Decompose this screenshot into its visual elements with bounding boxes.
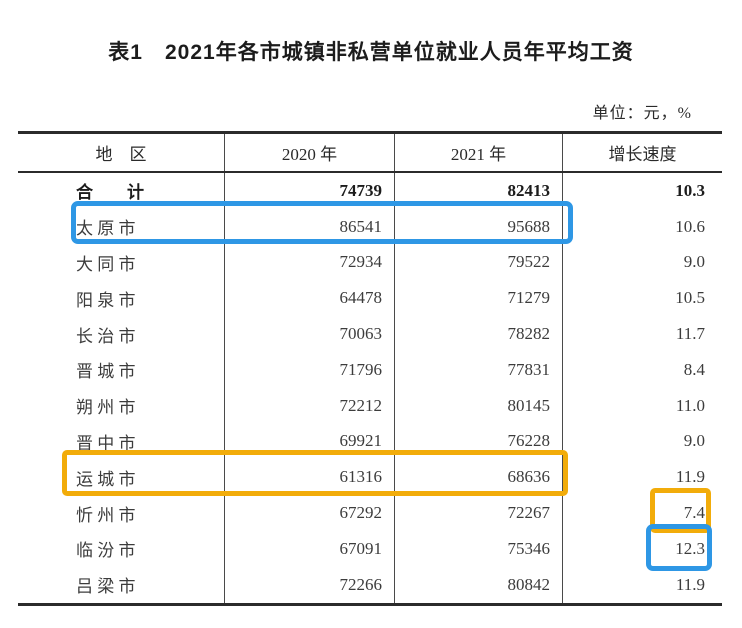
header-region: 地 区 xyxy=(18,134,225,171)
region-cell: 吕 梁 市 xyxy=(18,566,225,603)
wage-table: 地 区 2020 年 2021 年 增长速度 合 计 74739 82413 1… xyxy=(18,131,722,606)
region-cell: 运 城 市 xyxy=(18,459,225,496)
table-row-yangquan: 阳 泉 市 64478 71279 10.5 xyxy=(18,280,722,317)
value-2020-cell: 72934 xyxy=(225,244,395,281)
growth-cell: 11.7 xyxy=(675,324,705,344)
value-2021-cell: 68636 xyxy=(395,459,563,496)
value-2020-cell: 61316 xyxy=(225,459,395,496)
growth-cell: 12.3 xyxy=(675,538,705,558)
unit-note: 单位：元，% xyxy=(592,105,692,122)
header-2021: 2021 年 xyxy=(395,134,563,171)
table-row-taiyuan: 太 原 市 86541 95688 10.6 xyxy=(18,208,722,245)
value-2020-cell: 72212 xyxy=(225,387,395,424)
growth-cell: 10.3 xyxy=(675,180,705,200)
region-cell: 阳 泉 市 xyxy=(18,280,225,317)
value-2021-cell: 78282 xyxy=(395,316,563,352)
value-2020-cell: 69921 xyxy=(225,423,395,460)
value-2020-cell: 86541 xyxy=(225,208,395,245)
growth-cell: 11.9 xyxy=(675,574,705,594)
table-row-datong: 大 同 市 72934 79522 9.0 xyxy=(18,244,722,281)
value-2021-cell: 79522 xyxy=(395,244,563,281)
table-title: 表1 2021年各市城镇非私营单位就业人员年平均工资 xyxy=(108,41,634,64)
header-2020: 2020 年 xyxy=(225,134,395,171)
value-2021-cell: 80145 xyxy=(395,387,563,424)
table-row-jincheng: 晋 城 市 71796 77831 8.4 xyxy=(18,351,722,388)
region-cell: 朔 州 市 xyxy=(18,387,225,424)
value-2020-cell: 67091 xyxy=(225,530,395,567)
table-row-linfen: 临 汾 市 67091 75346 12.3 xyxy=(18,530,722,567)
growth-cell: 11.0 xyxy=(675,395,705,415)
region-cell: 忻 州 市 xyxy=(18,495,225,531)
header-growth: 增长速度 xyxy=(608,145,677,164)
value-2021-cell: 71279 xyxy=(395,280,563,317)
value-2021-cell: 77831 xyxy=(395,351,563,388)
value-2021-cell: 80842 xyxy=(395,566,563,603)
table-row-xinzhou: 忻 州 市 67292 72267 7.4 xyxy=(18,495,722,531)
table-row-jinzhong: 晋 中 市 69921 76228 9.0 xyxy=(18,423,722,460)
region-cell: 临 汾 市 xyxy=(18,530,225,567)
growth-cell: 11.9 xyxy=(675,467,705,487)
value-2020-cell: 71796 xyxy=(225,351,395,388)
table-row-changzhi: 长 治 市 70063 78282 11.7 xyxy=(18,316,722,352)
value-2020-cell: 74739 xyxy=(225,173,395,209)
value-2021-cell: 95688 xyxy=(395,208,563,245)
growth-cell: 10.5 xyxy=(675,288,705,308)
value-2021-cell: 75346 xyxy=(395,530,563,567)
table-row-lvliang: 吕 梁 市 72266 80842 11.9 xyxy=(18,566,722,603)
growth-cell: 10.6 xyxy=(675,216,705,236)
value-2020-cell: 64478 xyxy=(225,280,395,317)
value-2020-cell: 72266 xyxy=(225,566,395,603)
table-row-total: 合 计 74739 82413 10.3 xyxy=(18,173,722,209)
table-row-yuncheng: 运 城 市 61316 68636 11.9 xyxy=(18,459,722,496)
value-2021-cell: 72267 xyxy=(395,495,563,531)
growth-cell: 9.0 xyxy=(683,431,705,451)
region-cell: 长 治 市 xyxy=(18,316,225,352)
value-2020-cell: 67292 xyxy=(225,495,395,531)
table-header-row: 地 区 2020 年 2021 年 增长速度 xyxy=(18,134,722,173)
region-cell: 大 同 市 xyxy=(18,244,225,281)
region-cell: 太 原 市 xyxy=(18,208,225,245)
value-2020-cell: 70063 xyxy=(225,316,395,352)
region-cell: 晋 中 市 xyxy=(18,423,225,460)
growth-cell: 7.4 xyxy=(683,503,705,523)
growth-cell: 8.4 xyxy=(683,359,705,379)
region-cell: 合 计 xyxy=(18,173,225,209)
region-cell: 晋 城 市 xyxy=(18,351,225,388)
growth-cell: 9.0 xyxy=(683,252,705,272)
table-row-shuozhou: 朔 州 市 72212 80145 11.0 xyxy=(18,387,722,424)
value-2021-cell: 76228 xyxy=(395,423,563,460)
value-2021-cell: 82413 xyxy=(395,173,563,209)
